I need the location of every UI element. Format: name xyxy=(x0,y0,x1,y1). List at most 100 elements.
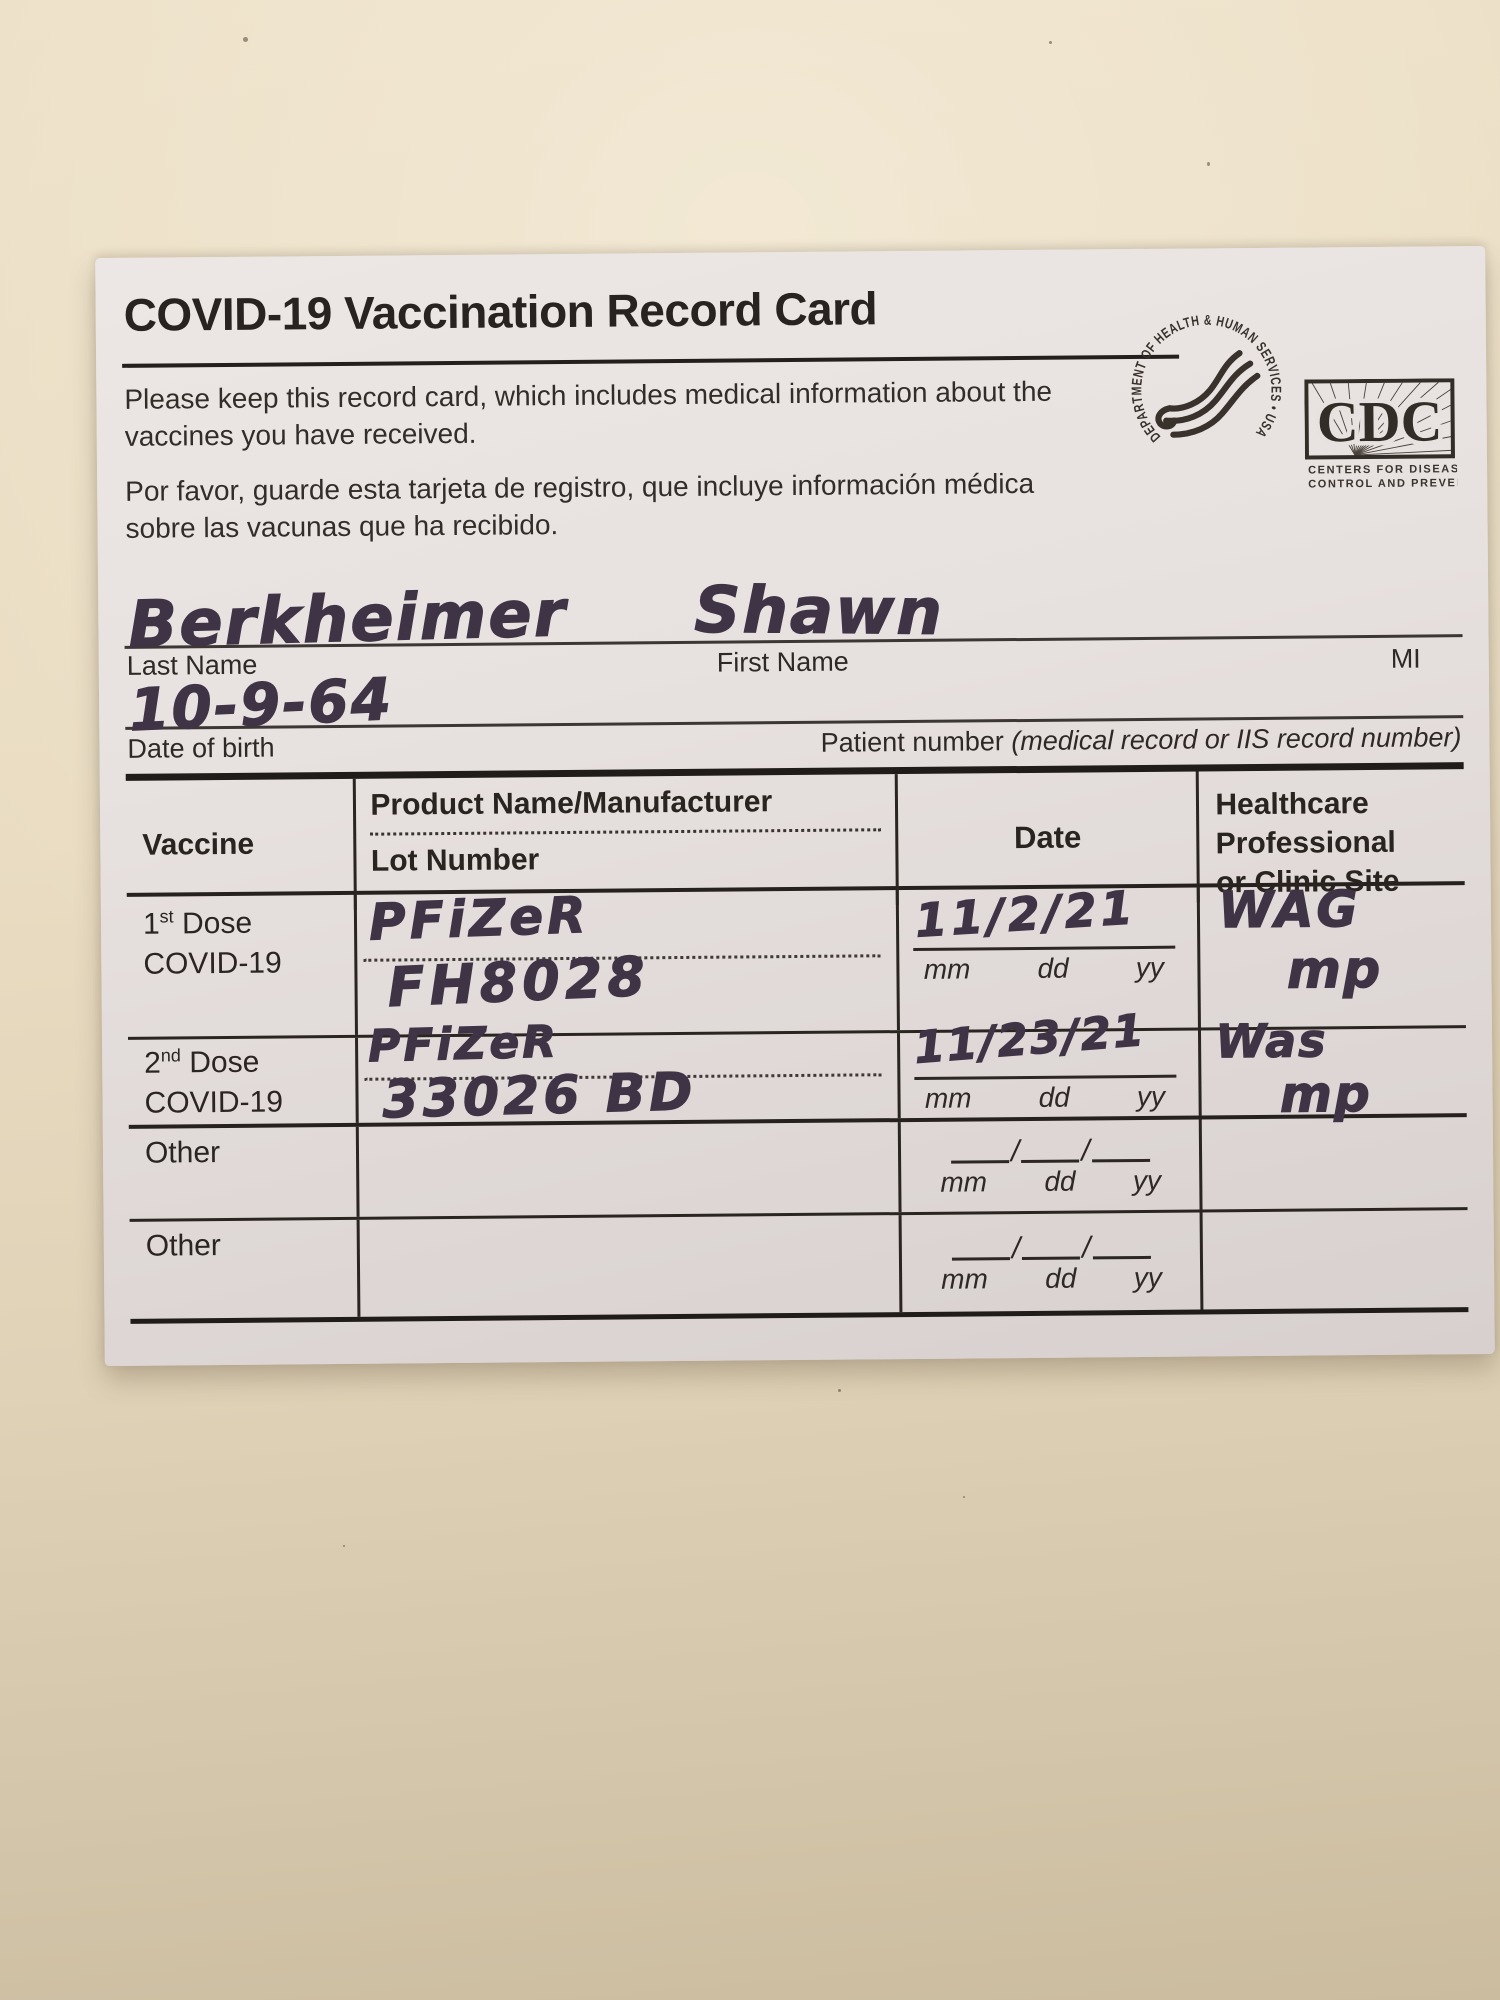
dose1-label: 1st Dose COVID-19 xyxy=(127,895,356,1037)
cdc-acronym: CDC xyxy=(1317,388,1443,454)
header-site-line1: Healthcare Professional xyxy=(1215,786,1396,861)
dose2-site-handwritten-line1: Was xyxy=(1215,1013,1329,1069)
patient-number-label-text: Patient number xyxy=(820,725,1012,758)
cdc-logo: CDC CENTERS FOR DISEASE™ CONTROL AND PRE… xyxy=(1304,378,1457,491)
dob-label: Date of birth xyxy=(127,732,275,764)
table-header-row: Vaccine Product Name/Manufacturer Lot Nu… xyxy=(125,768,1465,910)
other1-date-cell: / / mm dd yy xyxy=(898,1119,1200,1212)
speck xyxy=(963,1496,965,1498)
unit-dd: dd xyxy=(1038,1081,1070,1113)
blank-mm xyxy=(951,1230,1010,1261)
vaccination-record-card: COVID-19 Vaccination Record Card DEPARTM… xyxy=(95,245,1495,1367)
intro-spanish: Por favor, guarde esta tarjeta de regist… xyxy=(125,467,1035,544)
other2-label: Other xyxy=(145,1228,221,1263)
row-other-1: Other / / mm dd y xyxy=(128,1116,1468,1222)
blank-yy xyxy=(1091,1132,1150,1163)
dose2-product-handwritten: PFiZeR xyxy=(367,1016,561,1073)
speck xyxy=(838,1389,841,1392)
dose2-word: Dose xyxy=(189,1045,260,1080)
patient-number-label: Patient number (medical record or IIS re… xyxy=(821,722,1462,759)
speck xyxy=(343,1545,345,1547)
date-blank-segments: / / xyxy=(928,1132,1173,1168)
unit-dd: dd xyxy=(1044,1165,1076,1197)
dose1-site-handwritten-line2: mp xyxy=(1286,939,1383,1001)
dose1-product-handwritten: PFiZeR xyxy=(368,885,592,952)
title-rule xyxy=(122,354,1180,368)
slash: / xyxy=(1082,1231,1091,1265)
dose1-site-cell: WAG mp xyxy=(1197,879,1466,1028)
other1-date-blanks: / / mm dd yy xyxy=(901,1119,1200,1199)
intro-english: Please keep this record card, which incl… xyxy=(124,375,1053,452)
unit-yy: yy xyxy=(1135,951,1164,983)
other2-date-units: mm dd yy xyxy=(941,1262,1162,1296)
cdc-caption-line2: CONTROL AND PREVENTION xyxy=(1308,477,1457,491)
header-product: Product Name/Manufacturer xyxy=(370,784,882,836)
dose2-date-line xyxy=(914,1074,1177,1080)
dose2-label-line2: COVID-19 xyxy=(144,1085,284,1120)
dose2-number: 2 xyxy=(144,1046,162,1080)
first-name-handwritten: Shawn xyxy=(693,573,945,650)
blank-dd xyxy=(1022,1230,1081,1260)
other2-date-blanks: / / mm dd yy xyxy=(902,1212,1201,1296)
dose2-lot-handwritten: 33026 BD xyxy=(382,1061,698,1131)
date-blank-segments: / / xyxy=(929,1229,1174,1265)
cdc-caption-line1: CENTERS FOR DISEASE™ xyxy=(1308,463,1457,477)
hhs-eagle-icon xyxy=(1155,350,1261,438)
vaccine-table: Vaccine Product Name/Manufacturer Lot Nu… xyxy=(125,761,1469,1324)
unit-mm: mm xyxy=(940,1166,988,1198)
other1-product-cell xyxy=(356,1121,899,1217)
name-line: Berkheimer Shawn xyxy=(123,537,1463,663)
speck xyxy=(1207,162,1210,166)
speck xyxy=(1049,41,1052,44)
dose2-site-handwritten-line2: mp xyxy=(1279,1064,1373,1124)
dose1-ordinal: st xyxy=(159,906,174,927)
dose1-lot-handwritten: FH8028 xyxy=(386,944,652,1020)
row-other-2: Other / / mm dd y xyxy=(130,1209,1469,1319)
header-product-lot: Product Name/Manufacturer Lot Number xyxy=(353,773,897,910)
dose1-word: Dose xyxy=(181,906,253,941)
other2-date-cell: / / mm dd yy xyxy=(898,1212,1201,1312)
other2-site-cell xyxy=(1199,1209,1469,1310)
other1-site-cell xyxy=(1199,1116,1468,1210)
other2-product-cell xyxy=(357,1214,900,1317)
row-dose-2: 2nd Dose COVID-19 PFiZeR 33026 BD 11/23/… xyxy=(128,1004,1467,1131)
dose1-date-line xyxy=(913,945,1176,951)
blank-yy xyxy=(1092,1229,1151,1260)
unit-dd: dd xyxy=(1037,952,1069,984)
unit-mm: mm xyxy=(924,1082,972,1114)
other1-label: Other xyxy=(144,1135,221,1170)
cdc-rays-icon xyxy=(1311,382,1453,456)
hhs-seal-logo: DEPARTMENT OF HEALTH & HUMAN SERVICES • … xyxy=(1128,311,1285,446)
logos: DEPARTMENT OF HEALTH & HUMAN SERVICES • … xyxy=(1118,286,1458,493)
dose1-date-handwritten: 11/2/21 xyxy=(913,879,1139,948)
dose2-ordinal: nd xyxy=(160,1045,181,1066)
unit-yy: yy xyxy=(1133,1261,1162,1293)
header-vaccine: Vaccine xyxy=(142,828,255,863)
slash: / xyxy=(1010,1134,1020,1168)
dose2-date-cell: 11/23/21 mm dd yy xyxy=(897,1004,1200,1118)
dose2-label: 2nd Dose COVID-19 xyxy=(128,1038,356,1125)
card-header: COVID-19 Vaccination Record Card DEPARTM… xyxy=(121,280,1459,490)
unit-mm: mm xyxy=(941,1263,989,1295)
unit-yy: yy xyxy=(1136,1080,1166,1112)
dose2-date-units: mm dd yy xyxy=(925,1081,1165,1115)
dose2-product-cell: PFiZeR 33026 BD xyxy=(355,1016,899,1131)
dose1-date-units: mm dd yy xyxy=(924,952,1164,986)
speck xyxy=(243,37,248,42)
unit-dd: dd xyxy=(1045,1262,1077,1294)
dose1-number: 1 xyxy=(142,907,160,941)
dose1-label-line1: 1st Dose xyxy=(143,903,355,945)
header-lot: Lot Number xyxy=(370,843,540,878)
blank-mm xyxy=(950,1133,1010,1164)
patient-number-note: (medical record or IIS record number) xyxy=(1011,721,1462,756)
dose1-label-line2: COVID-19 xyxy=(143,946,282,982)
dose1-date-cell: 11/2/21 mm dd yy xyxy=(896,879,1199,1030)
slash: / xyxy=(1081,1134,1090,1168)
unit-mm: mm xyxy=(923,953,971,985)
dose1-product-cell: PFiZeR FH8028 xyxy=(354,885,898,1035)
slash: / xyxy=(1011,1231,1021,1265)
dose2-site-cell: Was mp xyxy=(1198,1013,1467,1124)
other1-date-units: mm dd yy xyxy=(940,1165,1161,1199)
dose2-label-line1: 2nd Dose xyxy=(144,1042,356,1084)
unit-yy: yy xyxy=(1132,1164,1162,1196)
